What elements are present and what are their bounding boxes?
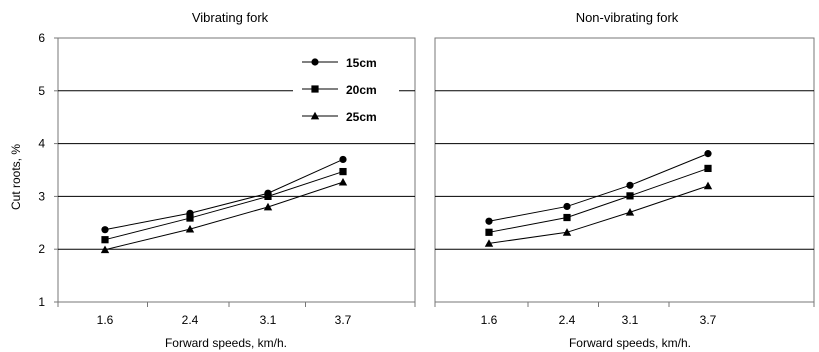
series-line-25cm (104, 181, 344, 251)
left-x-axis-label: Forward speeds, km/h. (165, 336, 287, 350)
non-vibrating-fork-plot: 1.6 2.4 3.1 3.7 (434, 37, 815, 327)
x-tick-label: 3.1 (260, 313, 277, 327)
legend-label-20cm: 20cm (346, 83, 377, 97)
data-point-25cm-2.4 (562, 228, 572, 236)
data-point-25cm-2.4 (185, 224, 195, 233)
data-point-25cm-3.7 (338, 177, 348, 186)
y-tick-label: 4 (38, 137, 45, 151)
series-line-20cm (488, 167, 709, 233)
x-tick-label: 3.7 (335, 313, 352, 327)
data-point-20cm-2.4 (186, 214, 194, 222)
left-chart-title: Vibrating fork (192, 10, 269, 25)
y-tick-label: 1 (38, 295, 45, 309)
series-line-20cm (104, 171, 344, 241)
data-point-25cm-3.1 (263, 202, 273, 211)
y-tick-label: 2 (38, 242, 45, 256)
data-point-25cm-3.7 (703, 181, 713, 190)
legend-marker-15cm (311, 58, 319, 66)
right-x-axis-label: Forward speeds, km/h. (569, 336, 691, 350)
x-tick-label: 1.6 (481, 313, 498, 327)
data-point-20cm-1.6 (101, 236, 109, 244)
data-point-15cm-3.7 (339, 155, 347, 164)
left-y-axis-label: Cut roots, % (9, 144, 23, 210)
data-point-20cm-3.1 (264, 192, 272, 200)
data-point-15cm-2.4 (563, 202, 571, 211)
legend-label-15cm: 15cm (346, 56, 377, 70)
y-tick-label: 5 (38, 84, 45, 98)
data-point-25cm-1.6 (100, 245, 110, 254)
vibrating-fork-plot: 1 2 3 4 5 6 1.6 2.4 3.1 3.7 15cm 20cm 25cm (38, 31, 416, 327)
data-point-15cm-3.7 (704, 150, 712, 158)
x-tick-label: 1.6 (97, 313, 114, 327)
x-tick-label: 2.4 (559, 313, 576, 327)
plot-frame (57, 37, 416, 303)
data-point-20cm-2.4 (563, 213, 571, 222)
legend-marker-25cm (310, 111, 320, 120)
plot-frame (434, 37, 815, 303)
legend: 15cm 20cm 25cm (293, 50, 399, 124)
y-tick-label: 3 (38, 189, 45, 203)
series-line-25cm (488, 185, 709, 244)
data-point-15cm-3.1 (626, 181, 634, 189)
data-point-20cm-3.7 (339, 167, 347, 176)
data-point-25cm-1.6 (484, 239, 494, 247)
data-point-15cm-1.6 (485, 217, 493, 225)
x-tick-label: 2.4 (182, 313, 199, 327)
legend-marker-20cm (311, 85, 319, 93)
data-point-15cm-1.6 (101, 226, 109, 234)
data-point-25cm-3.1 (625, 208, 635, 216)
series-line-15cm (104, 158, 344, 231)
series-line-15cm (488, 153, 709, 222)
x-tick-label: 3.1 (622, 313, 639, 327)
y-tick-label: 6 (38, 31, 45, 45)
right-chart-title: Non-vibrating fork (576, 10, 679, 25)
data-point-20cm-3.1 (626, 192, 634, 200)
x-tick-label: 3.7 (700, 313, 717, 327)
legend-label-25cm: 25cm (346, 110, 377, 124)
data-point-20cm-1.6 (485, 228, 493, 236)
data-point-20cm-3.7 (704, 164, 712, 173)
